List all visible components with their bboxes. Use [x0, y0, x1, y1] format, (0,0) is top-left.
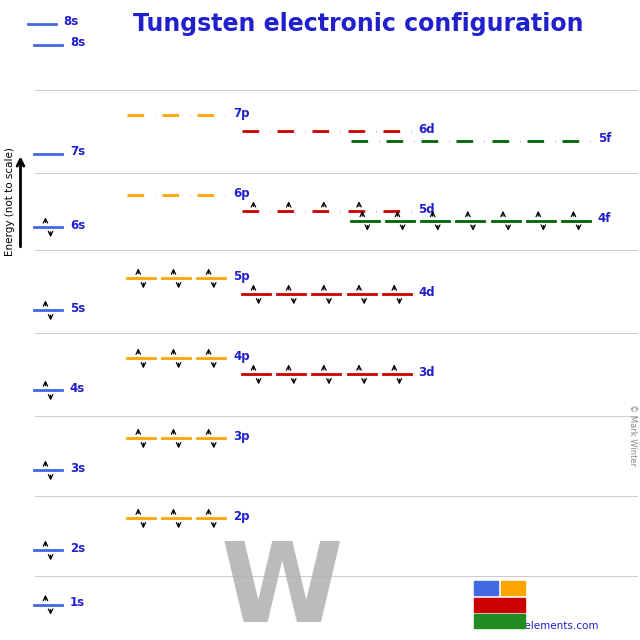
Text: 2p: 2p: [233, 510, 250, 523]
Text: 4s: 4s: [70, 382, 85, 395]
Text: 7s: 7s: [70, 145, 85, 158]
Text: 5p: 5p: [233, 270, 250, 283]
Text: 1s: 1s: [70, 596, 85, 609]
Text: 3p: 3p: [233, 430, 250, 443]
Text: 6p: 6p: [233, 187, 250, 200]
Text: 6d: 6d: [419, 123, 435, 136]
Text: 5d: 5d: [419, 203, 435, 216]
Text: 8s: 8s: [70, 36, 85, 49]
Text: 3s: 3s: [70, 462, 85, 475]
Text: 2s: 2s: [70, 542, 85, 555]
Bar: [474, 581, 498, 595]
Text: Energy (not to scale): Energy (not to scale): [5, 147, 15, 256]
Bar: [474, 614, 525, 628]
Text: 5s: 5s: [70, 302, 85, 315]
Text: 8s: 8s: [63, 15, 79, 28]
Text: Tungsten electronic configuration: Tungsten electronic configuration: [133, 12, 584, 36]
Text: © Mark Winter: © Mark Winter: [628, 404, 637, 467]
Text: 4p: 4p: [233, 350, 250, 363]
Text: 3d: 3d: [419, 366, 435, 379]
Text: www.webelements.com: www.webelements.com: [476, 621, 599, 631]
Text: 4d: 4d: [419, 286, 435, 299]
Text: 4f: 4f: [598, 212, 611, 225]
Text: 5f: 5f: [598, 132, 611, 145]
Text: 7p: 7p: [233, 107, 250, 120]
Bar: [474, 598, 525, 612]
Text: 6s: 6s: [70, 219, 85, 232]
Bar: [501, 581, 525, 595]
Text: W: W: [220, 538, 343, 640]
